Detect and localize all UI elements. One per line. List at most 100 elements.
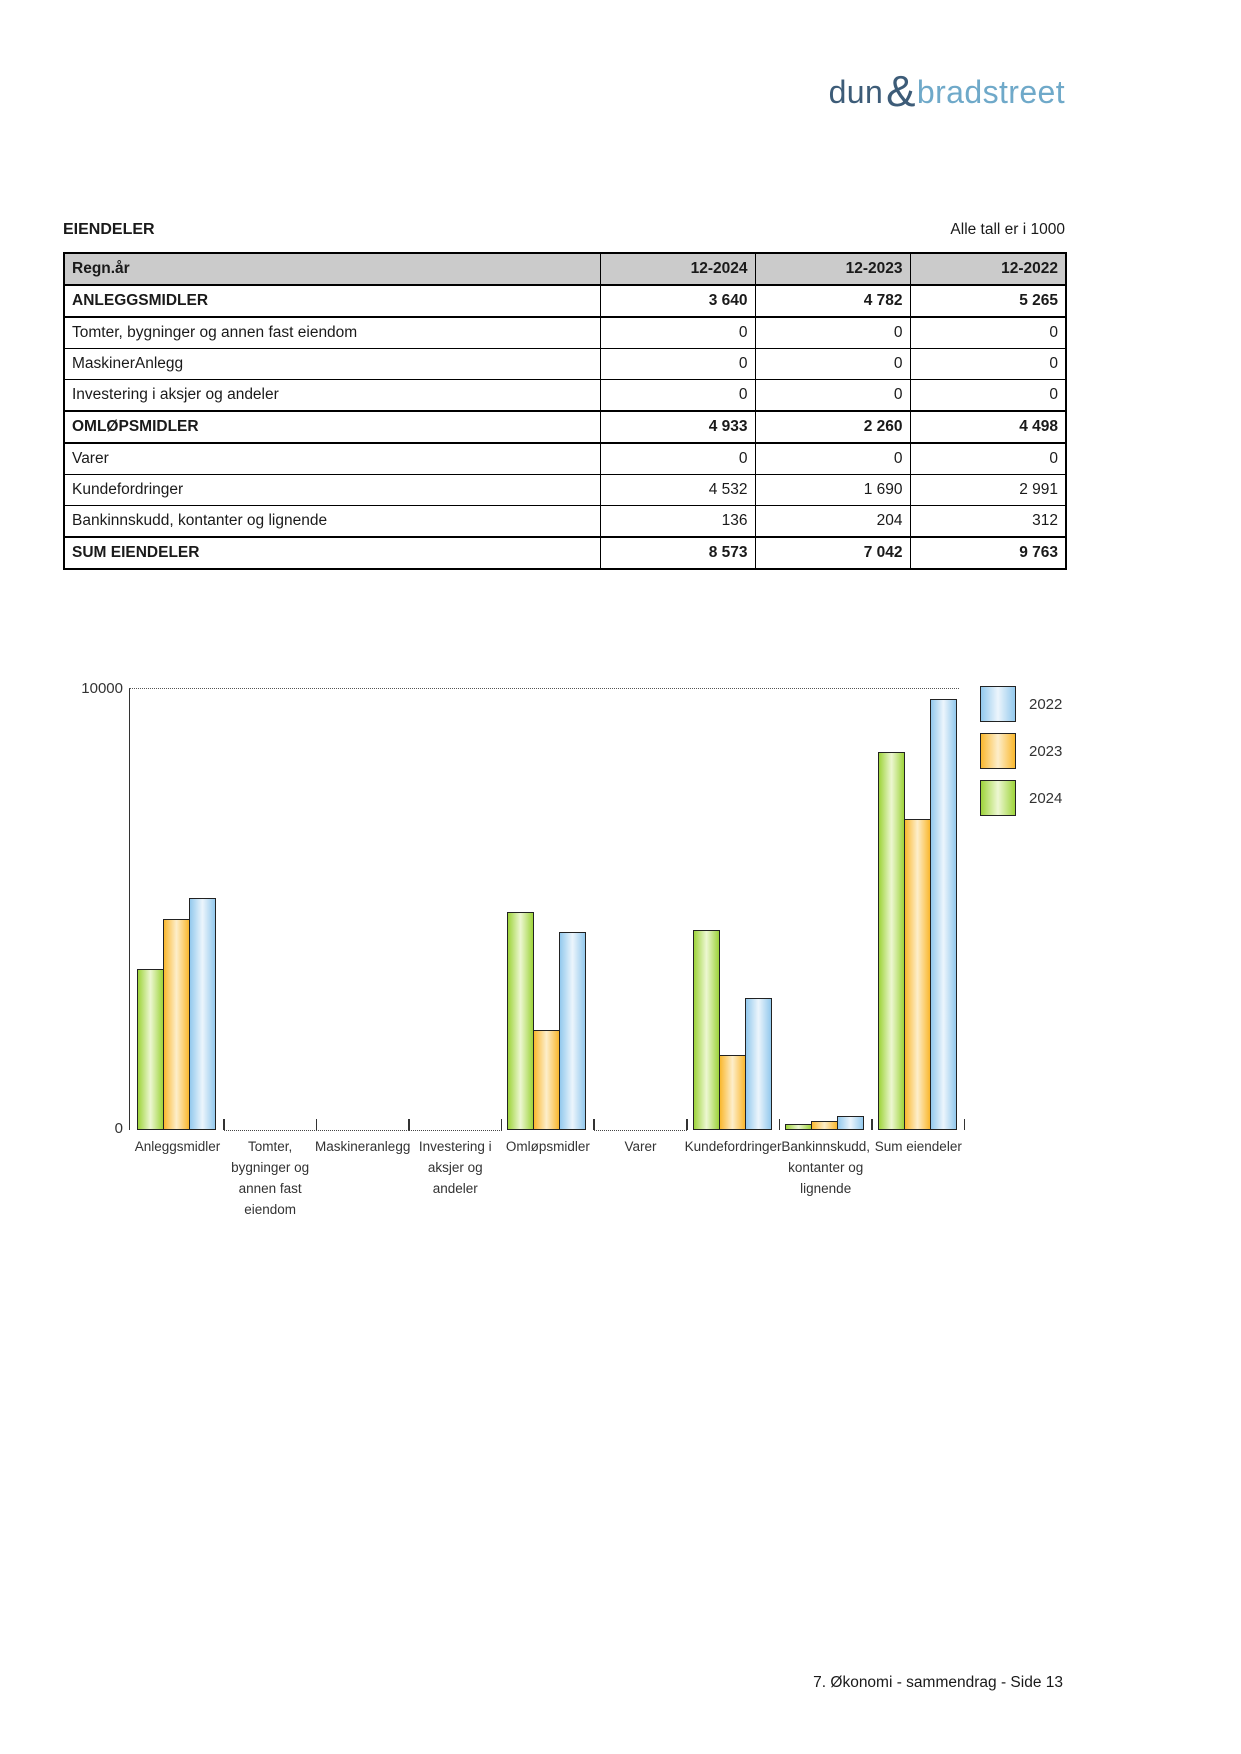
- category-label-line: Bankinnskudd,: [781, 1139, 870, 1154]
- bar-2023: [903, 819, 931, 1130]
- category-label-line: andeler: [432, 1181, 478, 1196]
- category-label-line: Omløpsmidler: [505, 1139, 590, 1154]
- row-value: 0: [754, 379, 911, 412]
- x-axis-tick: [408, 1119, 410, 1130]
- column-header-2022: 12-2022: [909, 252, 1067, 286]
- row-label: Investering i aksjer og andeler: [63, 379, 601, 412]
- row-label: Kundefordringer: [63, 474, 601, 506]
- legend-label: 2024: [1029, 789, 1063, 807]
- row-value: 0: [909, 316, 1067, 349]
- table-row: Investering i aksjer og andeler 0 0 0: [63, 379, 1067, 412]
- row-value: 7 042: [754, 536, 911, 570]
- logo-ampersand-icon: &: [886, 67, 916, 116]
- y-axis-max-label: 10000: [81, 680, 123, 697]
- x-axis-tick: [871, 1119, 873, 1130]
- x-axis-tick: [963, 1119, 966, 1130]
- legend-label: 2022: [1029, 695, 1063, 713]
- legend-item-2023: 2023: [980, 733, 1062, 769]
- legend-item-2024: 2024: [980, 780, 1062, 816]
- legend-swatch-2022: [980, 686, 1016, 722]
- logo-text-bradstreet: bradstreet: [916, 74, 1065, 110]
- bar-2024: [785, 1124, 813, 1130]
- x-axis-tick: [315, 1119, 318, 1130]
- x-axis-tick: [593, 1119, 595, 1130]
- row-value: 5 265: [909, 284, 1067, 318]
- dun-bradstreet-logo: dun & bradstreet: [828, 67, 1065, 116]
- table-row: SUM EIENDELER 8 573 7 042 9 763: [63, 536, 1067, 570]
- row-value: 0: [599, 316, 756, 349]
- bar-2022: [837, 1116, 865, 1130]
- bar-2022: [744, 998, 772, 1130]
- row-value: 4 782: [754, 284, 911, 318]
- row-value: 2 991: [909, 474, 1067, 506]
- bar-2023: [533, 1030, 561, 1130]
- row-value: 136: [599, 505, 756, 538]
- legend-swatch-2024: [980, 780, 1016, 816]
- row-value: 0: [754, 316, 911, 349]
- bar-2023: [811, 1121, 839, 1130]
- category-label: Sum eiendeler: [848, 1136, 988, 1157]
- category-label: Omløpsmidler: [478, 1136, 618, 1157]
- zero-value-baseline: [408, 1130, 502, 1131]
- logo-text-dun: dun: [828, 74, 884, 110]
- row-value: 0: [909, 379, 1067, 412]
- row-value: 1 690: [754, 474, 911, 506]
- chart-plot: Anleggsmidler Tomter, bygninger og annen fa…: [129, 688, 966, 1217]
- row-label: ANLEGGSMIDLER: [63, 284, 601, 318]
- category-label-line: Sum eiendeler: [874, 1139, 962, 1154]
- category-label-line: kontanter og: [788, 1160, 864, 1175]
- row-value: 4 933: [599, 410, 756, 444]
- table-header-row: Regn.år 12-2024 12-2023 12-2022: [63, 252, 1067, 286]
- bar-2024: [507, 912, 535, 1130]
- category-label-line: Anleggsmidler: [134, 1139, 221, 1154]
- column-header-2024: 12-2024: [599, 252, 756, 286]
- row-value: 9 763: [909, 536, 1067, 570]
- bar-2023: [163, 919, 190, 1130]
- category-label: Tomter, bygninger og annen fast eiendom: [200, 1136, 340, 1220]
- category-label: Varer: [571, 1136, 711, 1157]
- bar-2024: [137, 969, 164, 1130]
- column-header-2023: 12-2023: [754, 252, 911, 286]
- column-header-regnar: Regn.år: [63, 252, 601, 286]
- category-label-line: Tomter,: [247, 1139, 293, 1154]
- category-label: Bankinnskudd, kontanter og lignende: [756, 1136, 896, 1199]
- zero-value-baseline: [223, 1130, 317, 1131]
- assets-table-header: Regn.år 12-2024 12-2023 12-2022: [63, 252, 1067, 286]
- row-value: 2 260: [754, 410, 911, 444]
- category-label-line: lignende: [800, 1181, 852, 1196]
- bar-2024: [877, 752, 905, 1130]
- row-value: 0: [909, 348, 1067, 380]
- y-axis-zero-label: 0: [114, 1120, 123, 1137]
- bar-2023: [718, 1055, 746, 1130]
- x-axis-tick: [500, 1119, 503, 1130]
- category-label-line: Maskineranlegg: [315, 1139, 411, 1154]
- row-value: 8 573: [599, 536, 756, 570]
- x-axis-tick: [778, 1119, 781, 1130]
- category-label-line: eiendom: [244, 1202, 296, 1217]
- table-row: MaskinerAnlegg 0 0 0: [63, 348, 1067, 380]
- category-label-line: Kundefordringer: [684, 1139, 782, 1154]
- row-value: 4 532: [599, 474, 756, 506]
- category-label: Investering i aksjer og andeler: [385, 1136, 525, 1199]
- table-row: OMLØPSMIDLER 4 933 2 260 4 498: [63, 410, 1067, 444]
- category-label-line: aksjer og: [427, 1160, 483, 1175]
- row-label: OMLØPSMIDLER: [63, 410, 601, 444]
- legend-item-2022: 2022: [980, 686, 1062, 722]
- row-value: 0: [599, 348, 756, 380]
- page-footer: 7. Økonomi - sammendrag - Side 13: [813, 1674, 1063, 1691]
- page-title: EIENDELER: [63, 221, 155, 238]
- table-row: ANLEGGSMIDLER 3 640 4 782 5 265: [63, 284, 1067, 318]
- category-label: Anleggsmidler: [108, 1136, 248, 1157]
- category-label-line: bygninger og: [231, 1160, 310, 1175]
- category-label-line: annen fast: [238, 1181, 302, 1196]
- row-label: SUM EIENDELER: [63, 536, 601, 570]
- row-value: 4 498: [909, 410, 1067, 444]
- zero-value-baseline: [316, 1130, 410, 1131]
- category-label: Maskineranlegg: [293, 1136, 433, 1157]
- row-label: MaskinerAnlegg: [63, 348, 601, 380]
- bar-2024: [692, 930, 720, 1130]
- table-row: Kundefordringer 4 532 1 690 2 991: [63, 474, 1067, 506]
- section-head: EIENDELER Alle tall er i 1000: [63, 221, 1065, 239]
- units-note: Alle tall er i 1000: [950, 221, 1065, 238]
